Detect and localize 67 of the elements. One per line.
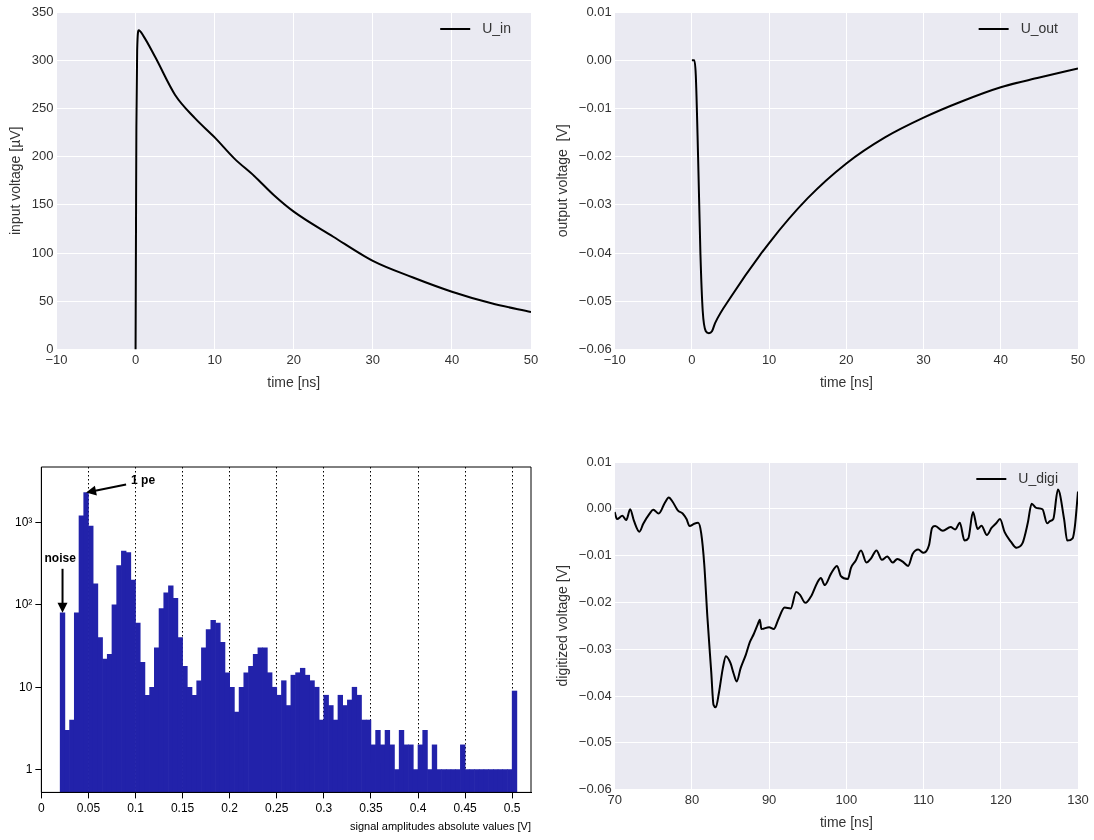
y-tick-label: 0 xyxy=(46,341,54,357)
y-tick-label: −0.02 xyxy=(578,593,612,609)
y-tick-label: 200 xyxy=(31,148,54,164)
x-tick-label: 0.3 xyxy=(315,800,333,815)
x-tick-label: 50 xyxy=(1070,351,1086,367)
x-axis-title: time [ns] xyxy=(819,814,873,831)
y-tick-label: −0.04 xyxy=(578,244,612,260)
x-tick-label: 110 xyxy=(913,791,934,807)
annotation: noise xyxy=(44,551,77,566)
y-tick-label: 0.01 xyxy=(586,453,612,469)
y-tick-label: 10 xyxy=(18,679,33,694)
y-tick-label: 50 xyxy=(39,292,54,308)
x-axis-title: time [ns] xyxy=(267,374,321,391)
y-tick-label: −0.02 xyxy=(578,148,612,164)
x-tick-label: 0.05 xyxy=(76,800,101,815)
x-tick-label: 0 xyxy=(131,351,140,367)
y-tick-label: −0.06 xyxy=(578,341,612,357)
y-tick-label: 250 xyxy=(31,100,54,116)
y-tick-label: 0.01 xyxy=(586,3,612,19)
y-tick-label: −0.01 xyxy=(578,547,612,563)
x-tick-label: 40 xyxy=(993,351,1009,367)
y-tick-label: −0.03 xyxy=(578,196,612,212)
y-tick-label: 100 xyxy=(31,244,54,260)
x-tick-label: 0.4 xyxy=(409,800,427,815)
x-tick-label: 120 xyxy=(989,791,1012,807)
y-tick-label: −0.05 xyxy=(578,292,612,308)
x-tick-label: 80 xyxy=(684,791,700,807)
x-tick-label: 90 xyxy=(761,791,777,807)
x-tick-label: 10 xyxy=(761,351,777,367)
legend-label: U_out xyxy=(1020,19,1059,36)
y-axis-title: digitized voltage [V] xyxy=(554,565,571,687)
x-axis-title: time [ns] xyxy=(819,374,873,391)
y-tick-label: −0.04 xyxy=(578,687,612,703)
x-tick-label: 100 xyxy=(835,791,858,807)
x-tick-label: 0.5 xyxy=(503,800,521,815)
x-axis-title: signal amplitudes absolute values [V] xyxy=(350,820,531,833)
x-tick-label: 0.45 xyxy=(453,800,478,815)
y-tick-label: −0.06 xyxy=(578,781,612,797)
x-tick-label: 0.1 xyxy=(127,800,145,815)
y-tick-label: 0.00 xyxy=(586,500,612,516)
x-tick-label: 30 xyxy=(365,351,381,367)
y-tick-label: 10³ xyxy=(15,514,33,529)
legend-label: U_in xyxy=(482,19,511,36)
y-tick-label: 350 xyxy=(31,3,54,19)
y-tick-label: −0.05 xyxy=(578,734,612,750)
x-tick-label: 0.35 xyxy=(359,800,383,815)
x-tick-label: 130 xyxy=(1067,791,1089,807)
y-tick-label: 0.00 xyxy=(586,51,612,67)
x-tick-label: 0 xyxy=(688,351,696,367)
y-tick-label: 300 xyxy=(31,51,54,67)
y-tick-label: 150 xyxy=(31,196,54,212)
x-tick-label: 20 xyxy=(286,351,301,367)
y-tick-label: 10² xyxy=(15,597,33,612)
legend-label: U_digi xyxy=(1018,469,1059,486)
x-tick-label: 50 xyxy=(523,351,539,367)
x-tick-label: 10 xyxy=(207,351,222,367)
y-tick-label: −0.01 xyxy=(578,100,612,116)
x-tick-label: 0.15 xyxy=(170,800,195,815)
y-tick-label: −0.03 xyxy=(578,640,612,656)
y-tick-label: 1 xyxy=(25,761,33,776)
x-tick-label: 30 xyxy=(916,351,931,367)
x-tick-label: 0.2 xyxy=(221,800,239,815)
x-tick-label: 0.25 xyxy=(265,800,289,815)
y-axis-title: input voltage [µV] xyxy=(7,126,24,236)
y-axis-title: output voltage [V] xyxy=(554,124,571,238)
x-tick-label: 20 xyxy=(839,351,854,367)
x-tick-label: 40 xyxy=(444,351,460,367)
